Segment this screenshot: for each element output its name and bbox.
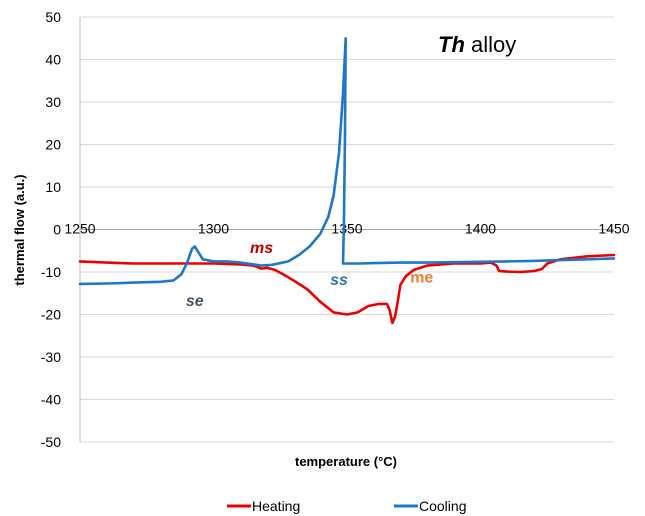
y-tick-label: 50 <box>45 9 61 25</box>
x-tick-label: 1450 <box>598 221 629 237</box>
series-line-heating <box>78 253 616 325</box>
series-lines <box>78 37 616 325</box>
grid-lines <box>79 16 614 443</box>
x-tick-label: 1350 <box>331 221 362 237</box>
x-tick-label: 1400 <box>465 221 496 237</box>
y-tick-label: -10 <box>41 264 61 280</box>
chart-title-rest: alloy <box>465 32 516 57</box>
y-tick-label: -50 <box>41 434 61 450</box>
x-tick-labels: 1250 1300 1350 1400 1450 <box>64 221 629 237</box>
series-line-cooling <box>78 37 616 286</box>
x-axis-label: temperature (°C) <box>295 454 397 469</box>
annotation-me: me <box>410 270 433 287</box>
y-tick-label: 0 <box>53 222 61 238</box>
y-tick-label: 40 <box>45 52 61 68</box>
chart-title-italic: Th <box>438 32 465 57</box>
x-tick-label: 1300 <box>198 221 229 237</box>
y-tick-label: 30 <box>45 94 61 110</box>
legend-label-heating: Heating <box>252 498 300 514</box>
y-tick-label: -40 <box>41 392 61 408</box>
y-axis-label: thermal flow (a.u.) <box>12 174 27 285</box>
y-tick-label: 20 <box>45 137 61 153</box>
legend: Heating Cooling <box>227 498 466 514</box>
annotation-ss: ss <box>330 272 348 289</box>
annotation-se: se <box>186 293 204 310</box>
y-tick-label: -30 <box>41 349 61 365</box>
annotation-ms: ms <box>250 240 273 257</box>
x-tick-label: 1250 <box>64 221 95 237</box>
chart-title: Th alloy <box>438 32 516 57</box>
y-tick-label: 10 <box>45 179 61 195</box>
y-tick-labels: 50 40 30 20 10 0 -10 -20 -30 -40 -50 <box>41 9 61 450</box>
legend-label-cooling: Cooling <box>419 498 466 514</box>
annotations: ms se ss me <box>186 240 434 310</box>
y-tick-label: -20 <box>41 307 61 323</box>
